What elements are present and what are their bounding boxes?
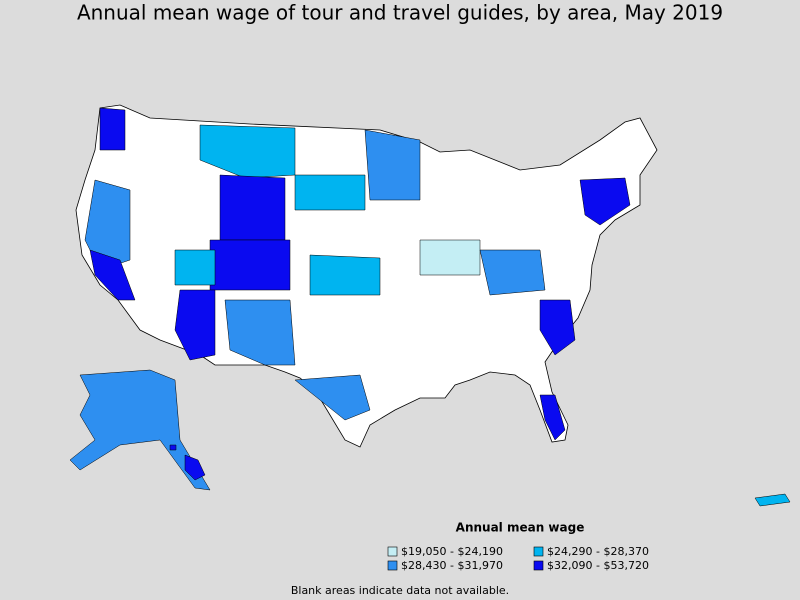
region — [199, 124, 296, 179]
legend-label: $19,050 - $24,190 — [401, 545, 503, 558]
region — [219, 174, 286, 241]
legend-label: $32,090 - $53,720 — [547, 559, 649, 572]
region — [364, 129, 421, 201]
legend-swatch — [387, 560, 398, 571]
region — [89, 249, 136, 301]
legend-label: $28,430 - $31,970 — [401, 559, 503, 572]
region — [174, 289, 216, 361]
region — [539, 394, 566, 441]
region — [579, 177, 631, 226]
note: Blank areas indicate data not available. — [291, 584, 509, 597]
region — [294, 174, 366, 211]
legend-title: Annual mean wage — [456, 521, 585, 535]
region — [419, 239, 481, 276]
legend: $19,050 - $24,190 $24,290 - $28,370 $28,43… — [387, 545, 649, 572]
region — [99, 107, 126, 151]
legend-label: $24,290 - $28,370 — [547, 545, 649, 558]
region — [224, 299, 296, 366]
region — [479, 249, 546, 296]
region — [174, 249, 216, 286]
hawaii-small — [169, 444, 177, 451]
legend-swatch — [533, 560, 544, 571]
legend-swatch — [387, 546, 398, 557]
region — [309, 254, 381, 296]
map-title: Annual mean wage of tour and travel guid… — [77, 1, 723, 25]
alaska — [69, 369, 211, 491]
region — [209, 239, 291, 291]
puerto-rico — [754, 493, 791, 507]
legend-swatch — [533, 546, 544, 557]
hawaii — [184, 454, 206, 481]
region — [539, 299, 576, 356]
region — [294, 374, 371, 421]
map — [69, 104, 791, 507]
